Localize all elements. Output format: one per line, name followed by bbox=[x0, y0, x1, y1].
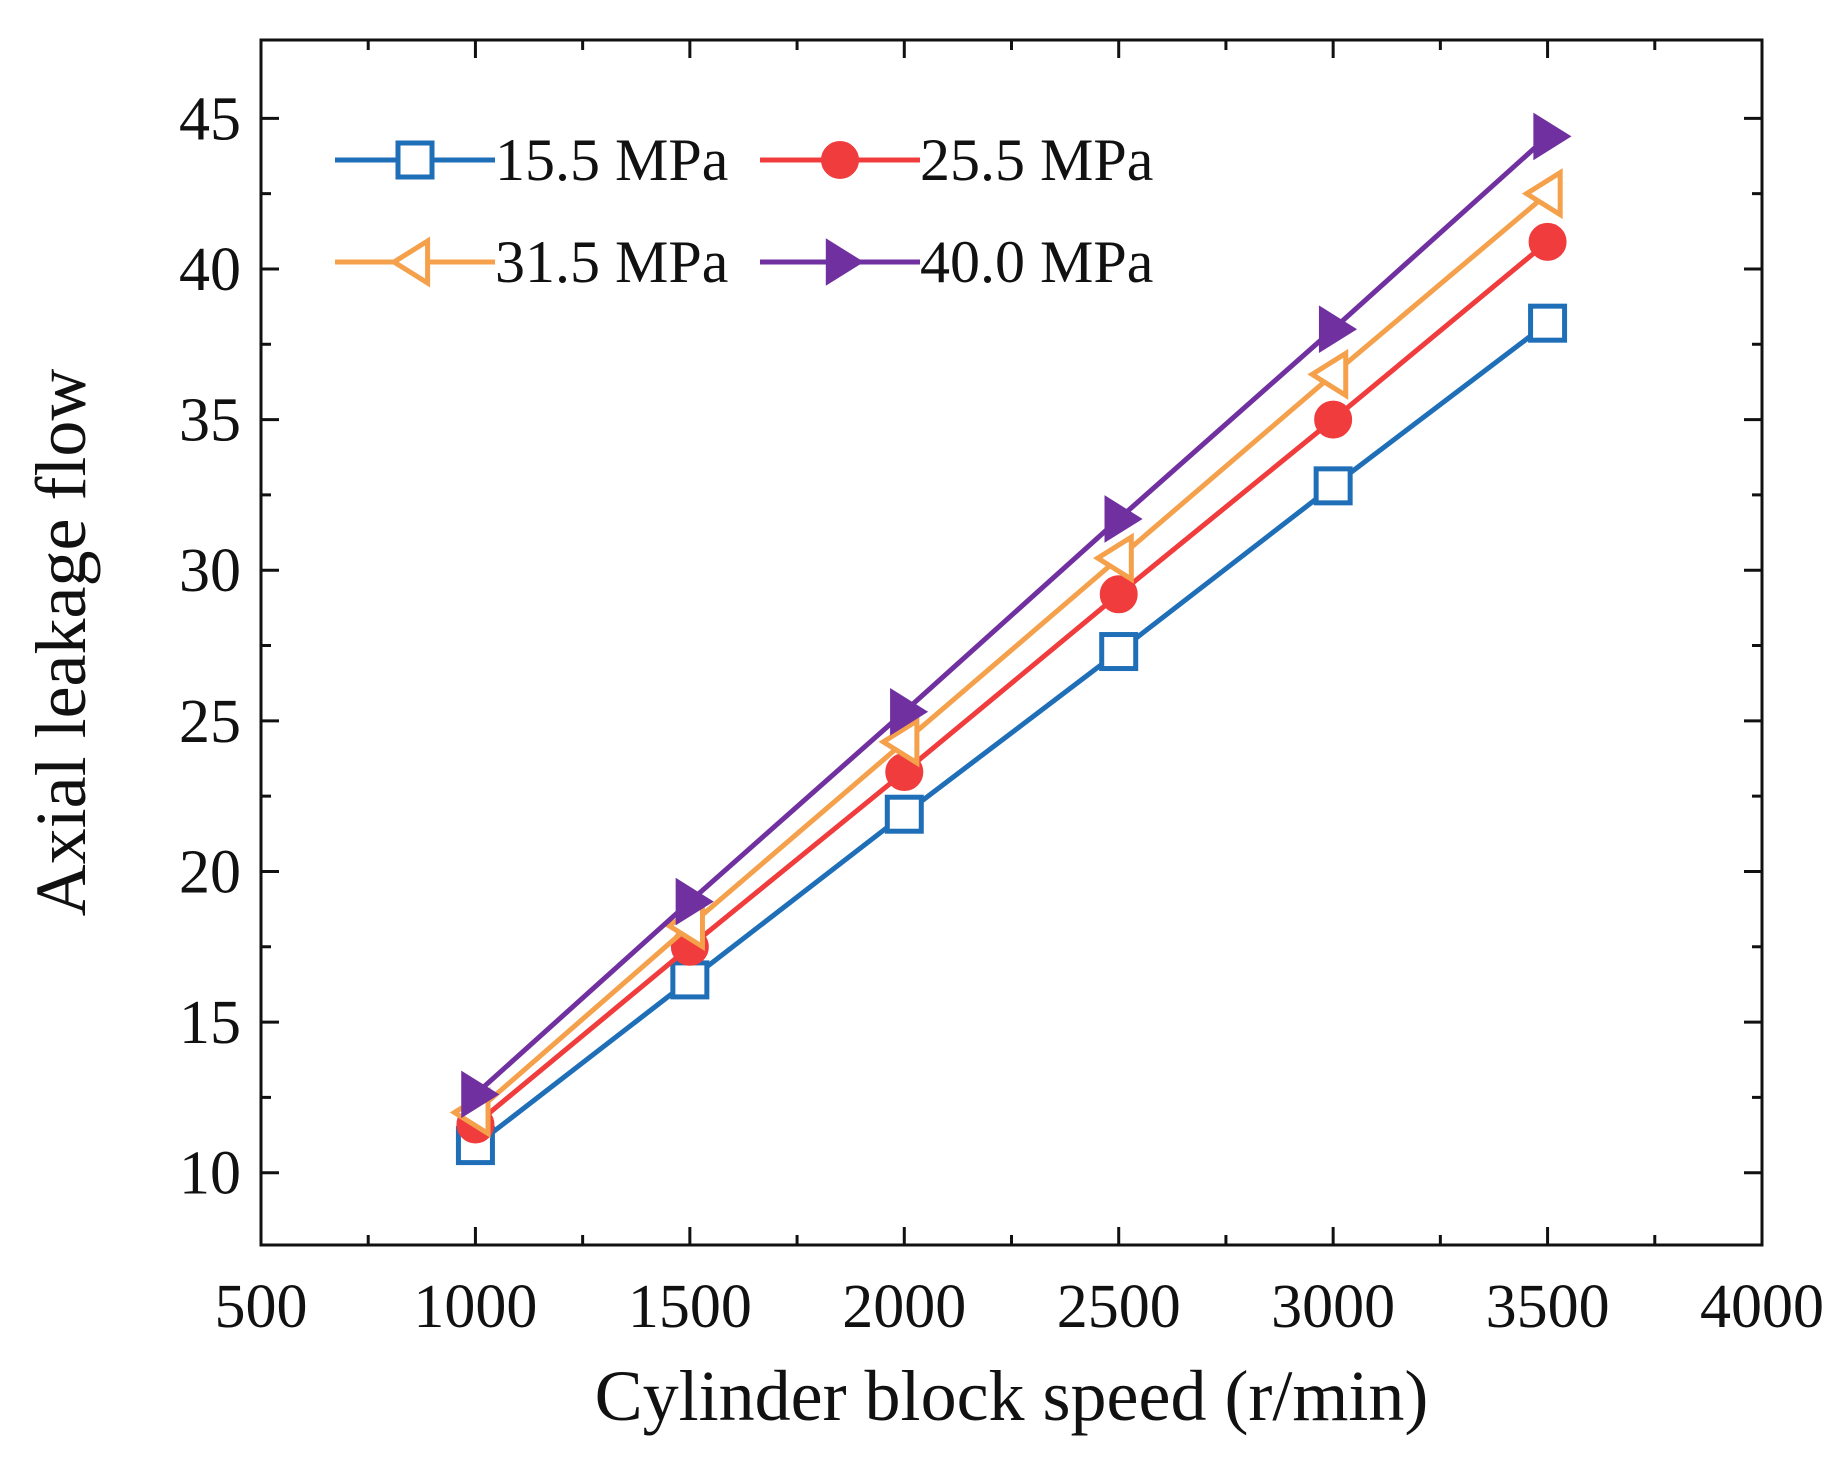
data-point bbox=[1533, 112, 1572, 161]
plot-border bbox=[259, 38, 1764, 1247]
legend-label: 40.0 MPa bbox=[920, 229, 1153, 295]
x-tick-label: 4000 bbox=[1700, 1273, 1824, 1341]
series-layer bbox=[449, 112, 1572, 1166]
data-point bbox=[675, 877, 714, 926]
y-tick-label: 25 bbox=[179, 688, 241, 756]
y-tick-label: 30 bbox=[179, 537, 241, 605]
x-tick-label: 2000 bbox=[842, 1273, 966, 1341]
data-point bbox=[461, 1070, 500, 1119]
x-tick-label: 500 bbox=[215, 1273, 308, 1341]
data-point bbox=[1521, 168, 1563, 220]
x-tick-label: 1000 bbox=[413, 1273, 537, 1341]
data-point bbox=[1092, 532, 1134, 584]
data-point bbox=[878, 716, 920, 768]
data-point bbox=[1318, 305, 1358, 354]
x-axis-title: Cylinder block speed (r/min) bbox=[595, 1356, 1429, 1436]
legend-item: 25.5 MPa bbox=[760, 127, 1153, 193]
series-line bbox=[473, 321, 1550, 1148]
data-point bbox=[890, 687, 929, 736]
data-point bbox=[1528, 222, 1567, 261]
series-line bbox=[473, 239, 1550, 1127]
legend-label: 25.5 MPa bbox=[920, 127, 1153, 193]
y-tick-label: 40 bbox=[179, 236, 241, 304]
series-25-5-mpa bbox=[456, 222, 1567, 1144]
series-15-5-mpa bbox=[455, 303, 1568, 1166]
x-tick-label: 1500 bbox=[628, 1273, 752, 1341]
series-31-5-mpa bbox=[449, 168, 1563, 1138]
y-axis-title: Axial leakage flow bbox=[21, 369, 101, 917]
data-point bbox=[884, 794, 924, 834]
data-point bbox=[1313, 466, 1353, 506]
legend-label: 31.5 MPa bbox=[495, 229, 728, 295]
y-tick-label: 20 bbox=[179, 838, 241, 906]
legend-marker bbox=[395, 140, 435, 180]
legend-item: 40.0 MPa bbox=[760, 229, 1153, 295]
x-tick-label: 2500 bbox=[1057, 1273, 1181, 1341]
legend: 15.5 MPa 25.5 MPa 31.5 MPa 40.0 MPa bbox=[335, 127, 1153, 295]
y-axis: 10 15 20 25 30 35 40 45 bbox=[179, 85, 1762, 1208]
legend-item: 15.5 MPa bbox=[335, 127, 728, 193]
y-tick-label: 15 bbox=[179, 989, 241, 1057]
legend-item: 31.5 MPa bbox=[335, 229, 728, 295]
legend-marker bbox=[821, 141, 859, 179]
x-tick-label: 3000 bbox=[1271, 1273, 1395, 1341]
data-point bbox=[1099, 575, 1138, 614]
y-tick-label: 10 bbox=[179, 1140, 241, 1208]
legend-marker bbox=[825, 238, 864, 286]
data-point bbox=[1099, 632, 1139, 672]
series-40-0-mpa bbox=[461, 112, 1572, 1119]
y-tick-label: 45 bbox=[179, 85, 241, 153]
data-point bbox=[1314, 400, 1353, 439]
legend-marker bbox=[389, 236, 431, 288]
data-point bbox=[670, 960, 710, 1000]
y-tick-label: 35 bbox=[179, 387, 241, 455]
plot-area bbox=[259, 38, 1764, 1247]
data-point bbox=[1307, 348, 1349, 400]
data-point bbox=[1528, 303, 1568, 343]
x-axis: 500 1000 1500 2000 2500 3000 3500 4000 bbox=[215, 40, 1824, 1341]
data-point bbox=[1104, 495, 1143, 543]
series-line bbox=[473, 134, 1550, 1097]
series-line bbox=[473, 191, 1550, 1115]
x-tick-label: 3500 bbox=[1486, 1273, 1610, 1341]
legend-label: 15.5 MPa bbox=[495, 127, 728, 193]
